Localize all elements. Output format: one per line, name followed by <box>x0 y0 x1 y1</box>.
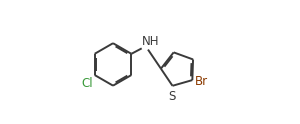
Text: NH: NH <box>142 35 160 48</box>
Text: Br: Br <box>194 75 208 88</box>
Text: Cl: Cl <box>81 78 93 90</box>
Text: S: S <box>168 90 175 103</box>
